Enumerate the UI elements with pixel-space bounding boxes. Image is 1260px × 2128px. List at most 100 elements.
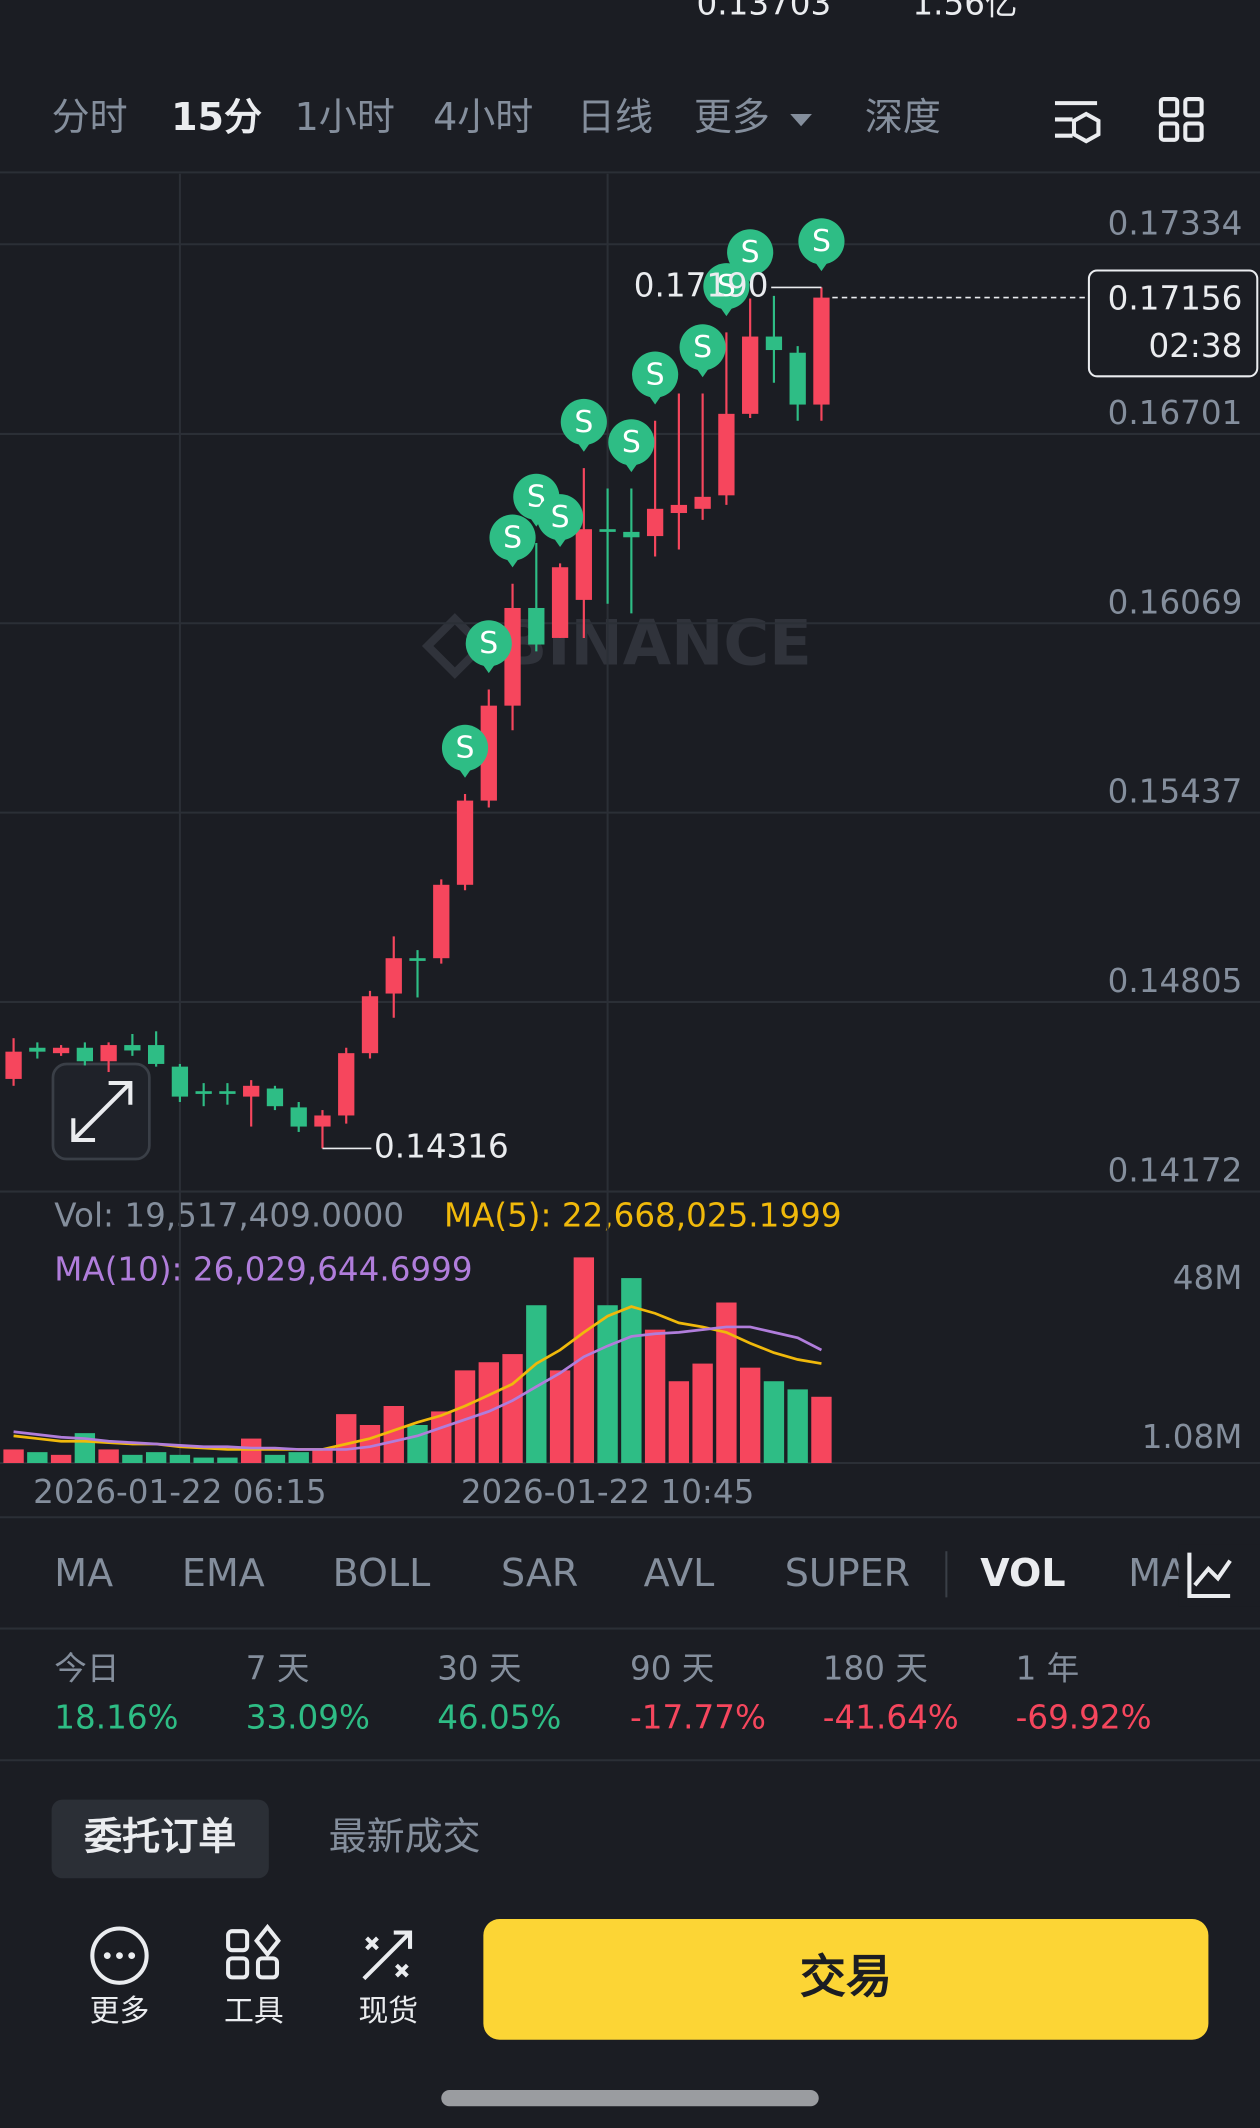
candle-body: [480, 705, 497, 801]
icon-stroke: [254, 1923, 281, 1958]
volume-bar: [739, 1367, 761, 1463]
volume-bar: [98, 1449, 119, 1463]
icon-stroke: [1071, 111, 1101, 144]
indicator-tab[interactable]: VOL: [980, 1551, 1065, 1595]
signal-badge: [608, 419, 655, 466]
signal-badge: [441, 724, 489, 771]
y-tick-label: 0.14172: [1108, 1152, 1243, 1190]
trade-button[interactable]: [483, 1919, 1209, 2040]
volume-bar: [169, 1454, 191, 1463]
volume-bar: [407, 1425, 428, 1463]
timeframe-tab[interactable]: 深度: [865, 95, 941, 139]
tools-icon[interactable]: [226, 1923, 281, 1980]
period-change: -41.64%: [823, 1699, 959, 1737]
order-tab[interactable]: 委托订单: [84, 1814, 236, 1858]
indicator-tab[interactable]: MA: [54, 1551, 113, 1595]
signal-badge: [560, 398, 607, 446]
candle-body: [575, 529, 592, 600]
candle-body: [742, 336, 759, 414]
volume-bar: [264, 1454, 286, 1463]
volume-bar: [193, 1457, 214, 1463]
icon-stroke: [1158, 97, 1180, 118]
volume-bar: [787, 1389, 808, 1463]
home-indicator: [441, 2090, 819, 2107]
x-tick-label: 2026-01-22 10:45: [461, 1473, 755, 1511]
y-tick-label: 0.17334: [1108, 204, 1243, 242]
y-tick-label: 0.16069: [1108, 583, 1243, 621]
trade-button-label[interactable]: 交易: [800, 1950, 892, 2004]
period-change: 46.05%: [437, 1699, 561, 1737]
toolbar-label[interactable]: 现货: [358, 1994, 418, 2029]
y-tick-label: 0.16701: [1108, 394, 1243, 432]
volume-bar: [288, 1452, 309, 1463]
icon-dot: [128, 1952, 136, 1960]
period-label: 1 年: [1016, 1650, 1080, 1688]
period-label: 30 天: [437, 1650, 521, 1688]
timeframe-tab[interactable]: 1小时: [295, 95, 395, 139]
signal-label: S: [741, 235, 760, 270]
volume-bar: [692, 1363, 713, 1463]
volume-bar: [312, 1449, 333, 1463]
candle-body: [266, 1088, 284, 1107]
volume-bar: [549, 1370, 571, 1463]
signal-label: S: [646, 357, 665, 392]
volume-bar: [359, 1425, 381, 1463]
volume-bar: [383, 1406, 404, 1463]
timeframe-tab[interactable]: 4小时: [433, 95, 533, 139]
timeframe-tab[interactable]: 15分: [171, 95, 262, 139]
expand-button[interactable]: [51, 1062, 151, 1161]
candle-body: [52, 1047, 70, 1054]
indicator-tab[interactable]: AVL: [644, 1551, 715, 1595]
candle-body: [243, 1085, 260, 1097]
volume-label: Vol: 19,517,409.0000: [54, 1196, 404, 1234]
more-icon[interactable]: [90, 1926, 149, 1985]
toolbar-label[interactable]: 工具: [224, 1994, 284, 2029]
order-tab[interactable]: 最新成交: [329, 1814, 481, 1858]
period-label: 7 天: [246, 1650, 310, 1688]
timeframe-tab[interactable]: 更多: [694, 95, 770, 139]
volume-bar: [217, 1457, 238, 1463]
signal-label: S: [622, 425, 641, 460]
signal-label: S: [812, 224, 831, 259]
volume-bar: [3, 1449, 24, 1463]
signal-badge: [536, 494, 584, 541]
icon-stroke: [226, 1929, 250, 1953]
signal-label: S: [503, 520, 522, 555]
indicator-tab[interactable]: SAR: [501, 1551, 578, 1595]
candle-body: [433, 884, 450, 959]
period-change: -17.77%: [630, 1699, 766, 1737]
toolbar-label[interactable]: 更多: [90, 1994, 150, 2029]
expand-icon: [71, 1080, 133, 1143]
icon-stroke: [362, 1930, 413, 1981]
volume-bar: [502, 1354, 523, 1463]
y-tick-label: 0.15437: [1108, 773, 1243, 811]
volume-bar: [811, 1396, 832, 1463]
y-tick-label: 0.14805: [1108, 962, 1243, 1000]
settings-icon[interactable]: [1054, 101, 1101, 144]
y-tick-label: 1.08M: [1142, 1418, 1243, 1456]
legend-entry: MA(5): 22,668,025.1999: [444, 1196, 842, 1234]
signal-label: S: [693, 330, 712, 365]
icon-stroke: [90, 1926, 149, 1985]
top-partial: 1.56亿: [912, 0, 1017, 22]
indicator-tab[interactable]: SUPER: [785, 1551, 910, 1595]
indicator-tab[interactable]: MA: [1128, 1551, 1187, 1595]
spot-icon[interactable]: [362, 1930, 413, 1981]
candle-body: [646, 508, 664, 537]
indicator-settings-icon[interactable]: [1178, 1544, 1260, 1607]
layout-icon[interactable]: [1158, 97, 1204, 142]
volume-bar: [27, 1452, 48, 1463]
candle-body: [765, 336, 783, 351]
legend-entry: MA(10): 26,029,644.6999: [54, 1251, 472, 1289]
timeframe-tab[interactable]: 日线: [577, 95, 653, 139]
timeframe-tab[interactable]: 分时: [52, 95, 128, 139]
signal-badge: [465, 620, 512, 667]
watermark: BINANCE: [500, 606, 812, 679]
candle-body: [718, 413, 735, 496]
indicator-tab[interactable]: BOLL: [333, 1551, 431, 1595]
indicator-tab[interactable]: EMA: [182, 1551, 265, 1595]
last-price-box: [1087, 269, 1259, 378]
